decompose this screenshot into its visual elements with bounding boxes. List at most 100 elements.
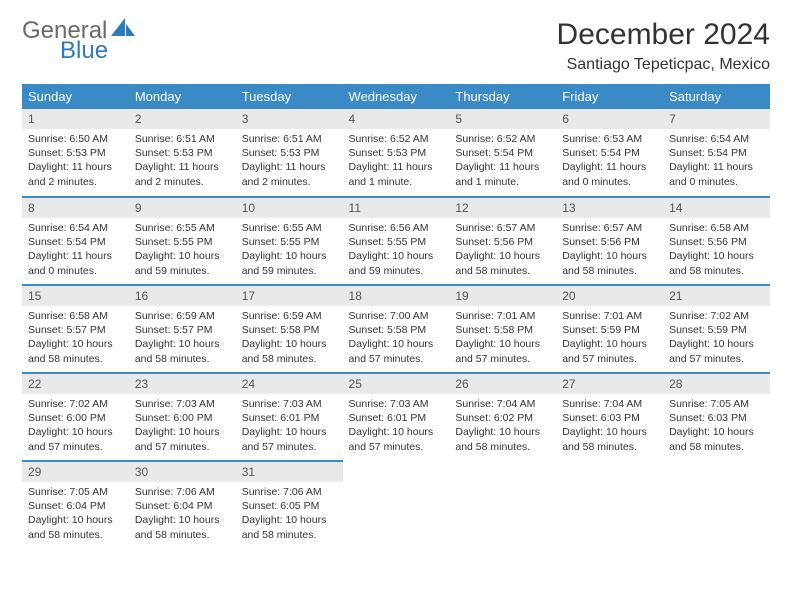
- daylight-text-1: Daylight: 11 hours: [455, 160, 550, 174]
- day-details: Sunrise: 7:02 AMSunset: 6:00 PMDaylight:…: [22, 394, 129, 460]
- calendar-cell: 9Sunrise: 6:55 AMSunset: 5:55 PMDaylight…: [129, 197, 236, 285]
- daylight-text-2: and 2 minutes.: [135, 175, 230, 189]
- calendar-cell: 5Sunrise: 6:52 AMSunset: 5:54 PMDaylight…: [449, 109, 556, 197]
- daylight-text-2: and 2 minutes.: [28, 175, 123, 189]
- sunset-text: Sunset: 5:54 PM: [562, 146, 657, 160]
- daylight-text-1: Daylight: 10 hours: [242, 337, 337, 351]
- day-details: Sunrise: 6:54 AMSunset: 5:54 PMDaylight:…: [22, 218, 129, 284]
- day-number: 20: [556, 286, 663, 306]
- sunset-text: Sunset: 5:55 PM: [242, 235, 337, 249]
- calendar-cell: 3Sunrise: 6:51 AMSunset: 5:53 PMDaylight…: [236, 109, 343, 197]
- daylight-text-1: Daylight: 10 hours: [135, 337, 230, 351]
- sunrise-text: Sunrise: 7:05 AM: [28, 485, 123, 499]
- day-details: Sunrise: 6:57 AMSunset: 5:56 PMDaylight:…: [449, 218, 556, 284]
- daylight-text-1: Daylight: 11 hours: [349, 160, 444, 174]
- day-number: 12: [449, 198, 556, 218]
- daylight-text-2: and 0 minutes.: [669, 175, 764, 189]
- sunrise-text: Sunrise: 6:57 AM: [455, 221, 550, 235]
- day-details: Sunrise: 6:54 AMSunset: 5:54 PMDaylight:…: [663, 129, 770, 195]
- sunrise-text: Sunrise: 7:06 AM: [242, 485, 337, 499]
- daylight-text-2: and 58 minutes.: [28, 352, 123, 366]
- sunrise-text: Sunrise: 7:02 AM: [669, 309, 764, 323]
- daylight-text-1: Daylight: 10 hours: [242, 513, 337, 527]
- sunrise-text: Sunrise: 7:05 AM: [669, 397, 764, 411]
- weekday-header-row: Sunday Monday Tuesday Wednesday Thursday…: [22, 84, 770, 109]
- daylight-text-2: and 58 minutes.: [28, 528, 123, 542]
- day-details: Sunrise: 7:03 AMSunset: 6:01 PMDaylight:…: [236, 394, 343, 460]
- day-details: Sunrise: 7:01 AMSunset: 5:58 PMDaylight:…: [449, 306, 556, 372]
- day-number: 5: [449, 109, 556, 129]
- daylight-text-1: Daylight: 10 hours: [242, 249, 337, 263]
- page-subtitle: Santiago Tepeticpac, Mexico: [557, 56, 770, 74]
- day-number: 30: [129, 462, 236, 482]
- sunset-text: Sunset: 5:59 PM: [562, 323, 657, 337]
- day-number: 16: [129, 286, 236, 306]
- daylight-text-2: and 59 minutes.: [135, 264, 230, 278]
- daylight-text-2: and 57 minutes.: [242, 440, 337, 454]
- daylight-text-2: and 58 minutes.: [135, 528, 230, 542]
- sunset-text: Sunset: 5:59 PM: [669, 323, 764, 337]
- sunrise-text: Sunrise: 7:02 AM: [28, 397, 123, 411]
- day-number: 13: [556, 198, 663, 218]
- calendar-week-row: 8Sunrise: 6:54 AMSunset: 5:54 PMDaylight…: [22, 197, 770, 285]
- sunrise-text: Sunrise: 6:59 AM: [135, 309, 230, 323]
- sunset-text: Sunset: 5:54 PM: [28, 235, 123, 249]
- calendar-cell: ..: [449, 461, 556, 549]
- sunset-text: Sunset: 5:54 PM: [455, 146, 550, 160]
- day-details: Sunrise: 7:04 AMSunset: 6:02 PMDaylight:…: [449, 394, 556, 460]
- calendar-cell: 22Sunrise: 7:02 AMSunset: 6:00 PMDayligh…: [22, 373, 129, 461]
- daylight-text-2: and 57 minutes.: [349, 352, 444, 366]
- sunrise-text: Sunrise: 6:50 AM: [28, 132, 123, 146]
- calendar-cell: 29Sunrise: 7:05 AMSunset: 6:04 PMDayligh…: [22, 461, 129, 549]
- calendar-cell: ..: [663, 461, 770, 549]
- day-number: 22: [22, 374, 129, 394]
- calendar-week-row: 29 Sunrise: 7:05 AM Sunset: 6:04 PM Dayligh…: [22, 461, 770, 549]
- day-number: 17: [236, 286, 343, 306]
- day-number: 6: [556, 109, 663, 129]
- sunset-text: Sunset: 5:56 PM: [455, 235, 550, 249]
- sunrise-text: Sunrise: 6:54 AM: [669, 132, 764, 146]
- sunrise-text: Sunrise: 6:56 AM: [349, 221, 444, 235]
- day-details: Sunrise: 6:53 AMSunset: 5:54 PMDaylight:…: [556, 129, 663, 195]
- day-details: Sunrise: 6:50 AMSunset: 5:53 PMDaylight:…: [22, 129, 129, 195]
- calendar-cell: 23Sunrise: 7:03 AMSunset: 6:00 PMDayligh…: [129, 373, 236, 461]
- sunset-text: Sunset: 5:56 PM: [669, 235, 764, 249]
- sunset-text: Sunset: 6:01 PM: [242, 411, 337, 425]
- day-details: Sunrise: 6:58 AMSunset: 5:56 PMDaylight:…: [663, 218, 770, 284]
- daylight-text-1: Daylight: 11 hours: [28, 160, 123, 174]
- day-details: Sunrise: 7:03 AMSunset: 6:01 PMDaylight:…: [343, 394, 450, 460]
- daylight-text-2: and 57 minutes.: [562, 352, 657, 366]
- day-number: 24: [236, 374, 343, 394]
- day-details: Sunrise: 7:03 AMSunset: 6:00 PMDaylight:…: [129, 394, 236, 460]
- day-details: Sunrise: 6:52 AMSunset: 5:54 PMDaylight:…: [449, 129, 556, 195]
- day-details: Sunrise: 7:04 AMSunset: 6:03 PMDaylight:…: [556, 394, 663, 460]
- daylight-text-1: Daylight: 10 hours: [349, 425, 444, 439]
- sunset-text: Sunset: 5:55 PM: [135, 235, 230, 249]
- sunset-text: Sunset: 5:56 PM: [562, 235, 657, 249]
- sunrise-text: Sunrise: 6:51 AM: [242, 132, 337, 146]
- day-details: Sunrise: 6:59 AMSunset: 5:57 PMDaylight:…: [129, 306, 236, 372]
- calendar-cell: 25Sunrise: 7:03 AMSunset: 6:01 PMDayligh…: [343, 373, 450, 461]
- sunrise-text: Sunrise: 6:58 AM: [28, 309, 123, 323]
- daylight-text-2: and 57 minutes.: [455, 352, 550, 366]
- sunrise-text: Sunrise: 7:01 AM: [455, 309, 550, 323]
- sunrise-text: Sunrise: 7:03 AM: [135, 397, 230, 411]
- day-number: 3: [236, 109, 343, 129]
- day-number: 29: [22, 462, 129, 482]
- calendar-cell: 31Sunrise: 7:06 AMSunset: 6:05 PMDayligh…: [236, 461, 343, 549]
- calendar-week-row: 15Sunrise: 6:58 AMSunset: 5:57 PMDayligh…: [22, 285, 770, 373]
- day-details: Sunrise: 7:02 AMSunset: 5:59 PMDaylight:…: [663, 306, 770, 372]
- sunset-text: Sunset: 6:04 PM: [135, 499, 230, 513]
- daylight-text-1: Daylight: 10 hours: [455, 425, 550, 439]
- sunset-text: Sunset: 6:01 PM: [349, 411, 444, 425]
- day-number: 31: [236, 462, 343, 482]
- daylight-text-2: and 1 minute.: [455, 175, 550, 189]
- sunrise-text: Sunrise: 6:51 AM: [135, 132, 230, 146]
- day-details: Sunrise: 7:05 AMSunset: 6:03 PMDaylight:…: [663, 394, 770, 460]
- weekday-header: Tuesday: [236, 84, 343, 109]
- day-details: Sunrise: 7:00 AMSunset: 5:58 PMDaylight:…: [343, 306, 450, 372]
- sunset-text: Sunset: 5:53 PM: [242, 146, 337, 160]
- daylight-text-2: and 58 minutes.: [455, 440, 550, 454]
- sunset-text: Sunset: 6:03 PM: [669, 411, 764, 425]
- logo-word2: Blue: [60, 39, 137, 63]
